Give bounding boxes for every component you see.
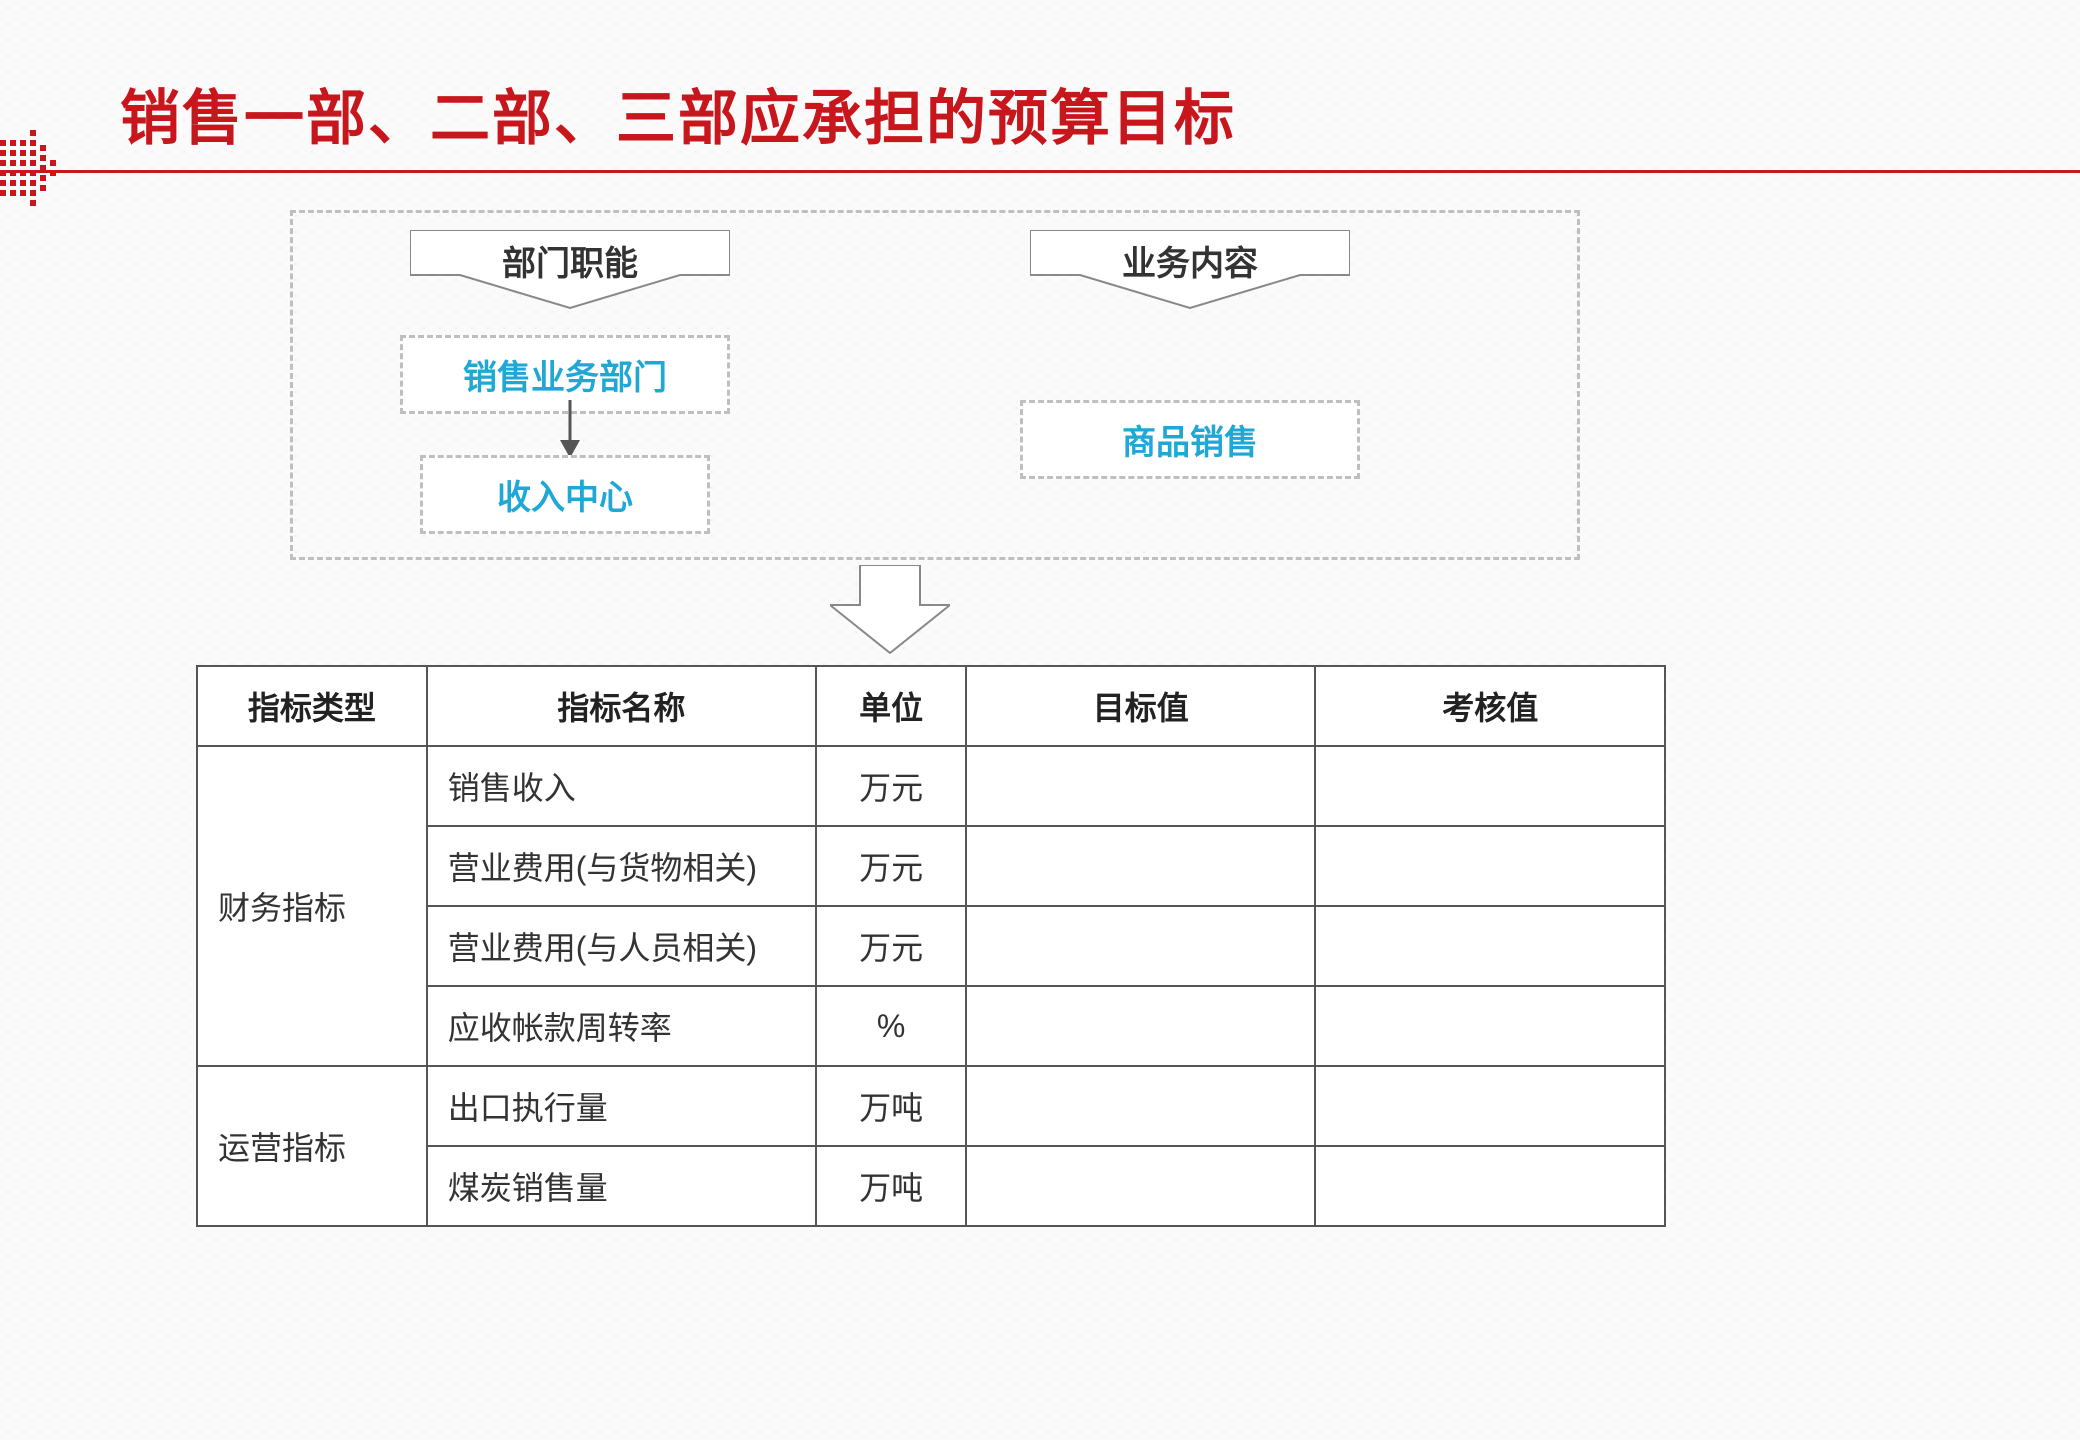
cell-target (966, 906, 1315, 986)
table-row: 财务指标 销售收入 万元 (197, 746, 1665, 826)
title-underline (0, 170, 2080, 173)
box-product-sales-label: 商品销售 (1122, 424, 1258, 462)
group-label: 运营指标 (197, 1066, 427, 1226)
table-header-row: 指标类型 指标名称 单位 目标值 考核值 (197, 666, 1665, 746)
cell-name: 煤炭销售量 (427, 1146, 816, 1226)
col-header-target: 目标值 (966, 666, 1315, 746)
cell-check (1315, 1146, 1665, 1226)
header-banner-right: 业务内容 (1030, 230, 1350, 310)
box-product-sales: 商品销售 (1020, 400, 1360, 479)
cell-check (1315, 746, 1665, 826)
header-banner-left-label: 部门职能 (410, 236, 730, 285)
group-label: 财务指标 (197, 746, 427, 1066)
col-header-unit: 单位 (816, 666, 966, 746)
table-row: 运营指标 出口执行量 万吨 (197, 1066, 1665, 1146)
cell-check (1315, 826, 1665, 906)
cell-unit: 万吨 (816, 1146, 966, 1226)
cell-check (1315, 906, 1665, 986)
arrow-down-icon (555, 400, 585, 460)
cell-name: 应收帐款周转率 (427, 986, 816, 1066)
box-revenue-center-label: 收入中心 (497, 479, 633, 517)
col-header-check: 考核值 (1315, 666, 1665, 746)
page-title: 销售一部、二部、三部应承担的预算目标 (120, 70, 1236, 157)
cell-target (966, 746, 1315, 826)
cell-unit: 万元 (816, 746, 966, 826)
cell-target (966, 986, 1315, 1066)
cell-name: 出口执行量 (427, 1066, 816, 1146)
arrow-down-large-icon (830, 565, 950, 655)
cell-target (966, 1146, 1315, 1226)
cell-name: 营业费用(与货物相关) (427, 826, 816, 906)
col-header-type: 指标类型 (197, 666, 427, 746)
col-header-name: 指标名称 (427, 666, 816, 746)
cell-name: 营业费用(与人员相关) (427, 906, 816, 986)
cell-name: 销售收入 (427, 746, 816, 826)
cell-target (966, 1066, 1315, 1146)
metrics-table: 指标类型 指标名称 单位 目标值 考核值 财务指标 销售收入 万元 营业费用(与… (196, 665, 1666, 1227)
cell-unit: 万吨 (816, 1066, 966, 1146)
header-banner-left: 部门职能 (410, 230, 730, 310)
box-sales-dept-label: 销售业务部门 (463, 359, 667, 397)
cell-unit: 万元 (816, 906, 966, 986)
header-banner-right-label: 业务内容 (1030, 236, 1350, 285)
box-revenue-center: 收入中心 (420, 455, 710, 534)
cell-check (1315, 1066, 1665, 1146)
cell-unit: 万元 (816, 826, 966, 906)
cell-check (1315, 986, 1665, 1066)
arrow-right-icon (0, 120, 60, 220)
cell-target (966, 826, 1315, 906)
cell-unit: % (816, 986, 966, 1066)
